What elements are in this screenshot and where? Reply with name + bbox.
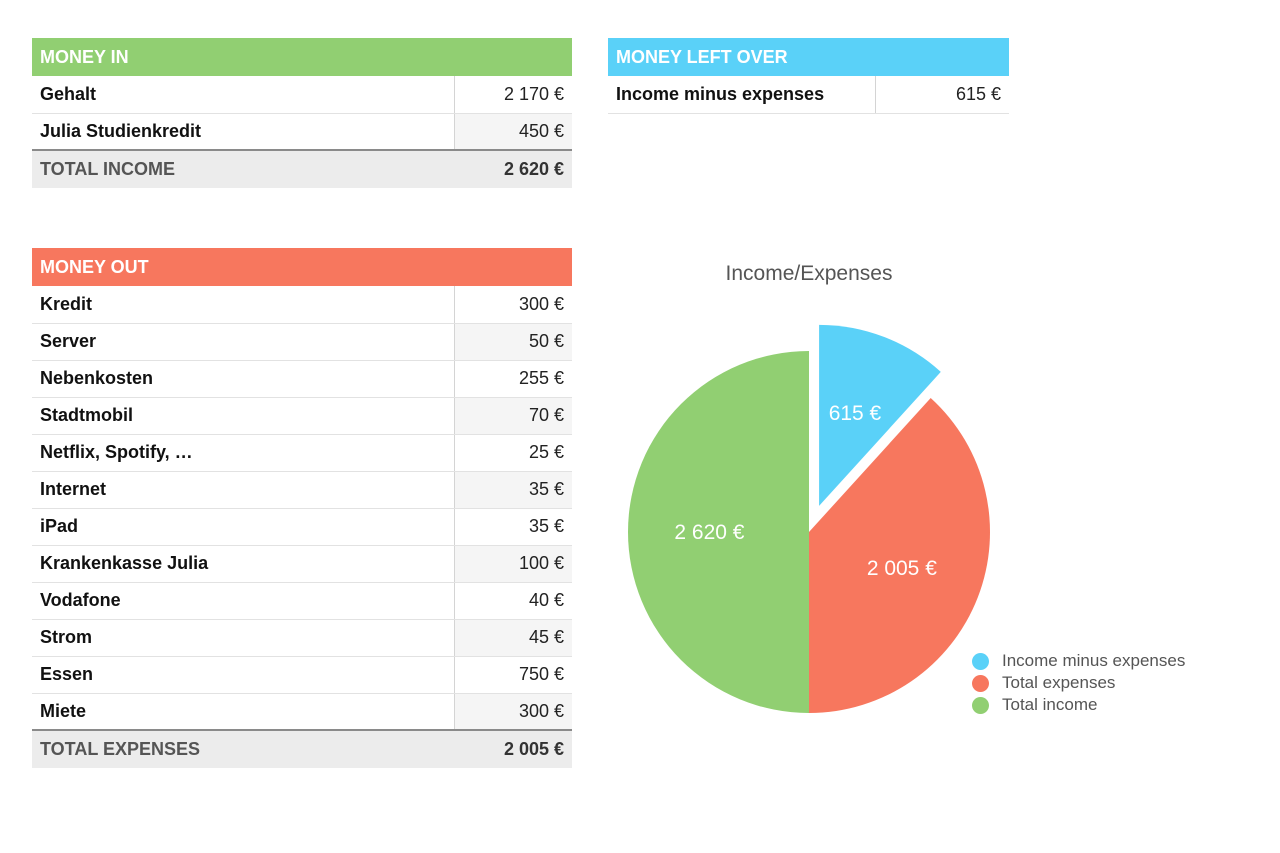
row-value[interactable]: 450 € [453, 113, 572, 151]
row-value[interactable]: 45 € [453, 619, 572, 657]
row-label[interactable]: Income minus expenses [608, 76, 875, 114]
row-label[interactable]: Kredit [32, 286, 454, 324]
table-row[interactable]: Krankenkasse Julia 100 € [32, 545, 572, 583]
money-left-over-header: MONEY LEFT OVER [608, 38, 1009, 76]
pie-slice[interactable] [628, 351, 809, 713]
row-value[interactable]: 35 € [453, 508, 572, 546]
legend-item[interactable]: Total income [972, 694, 1185, 716]
legend-item[interactable]: Total expenses [972, 672, 1185, 694]
row-label[interactable]: Vodafone [32, 582, 454, 620]
money-in-table: MONEY IN Gehalt 2 170 € Julia Studienkre… [32, 38, 572, 188]
chart-title: Income/Expenses [725, 262, 893, 285]
legend-label: Total expenses [1002, 673, 1116, 692]
table-row[interactable]: Kredit 300 € [32, 286, 572, 324]
table-row[interactable]: Julia Studienkredit 450 € [32, 113, 572, 151]
row-label[interactable]: Nebenkosten [32, 360, 454, 398]
total-income-value: 2 620 € [454, 149, 572, 188]
row-value[interactable]: 70 € [453, 397, 572, 435]
slice-data-label: 2 005 € [867, 557, 937, 580]
money-left-over-table: MONEY LEFT OVER Income minus expenses 61… [608, 38, 1009, 114]
row-value[interactable]: 25 € [453, 434, 572, 472]
row-value[interactable]: 2 170 € [453, 76, 572, 114]
table-row[interactable]: Internet 35 € [32, 471, 572, 509]
row-value[interactable]: 750 € [453, 656, 572, 694]
legend-swatch [972, 652, 989, 670]
pie-slice[interactable] [819, 324, 941, 506]
table-row[interactable]: Netflix, Spotify, … 25 € [32, 434, 572, 472]
row-value[interactable]: 40 € [453, 582, 572, 620]
row-label[interactable]: Gehalt [32, 76, 454, 114]
money-in-header: MONEY IN [32, 38, 572, 76]
row-label[interactable]: iPad [32, 508, 454, 546]
table-row[interactable]: Miete 300 € [32, 693, 572, 731]
row-label[interactable]: Stadtmobil [32, 397, 454, 435]
row-value[interactable]: 300 € [453, 693, 572, 731]
slice-data-label: 615 € [829, 402, 882, 425]
row-value[interactable]: 50 € [453, 323, 572, 361]
legend-swatch [972, 674, 989, 692]
pie-chart[interactable]: 615 € 2 005 € 2 620 € [600, 290, 1020, 730]
table-row[interactable]: Server 50 € [32, 323, 572, 361]
row-label[interactable]: Strom [32, 619, 454, 657]
table-row[interactable]: Gehalt 2 170 € [32, 76, 572, 114]
slice-data-label: 2 620 € [674, 521, 744, 544]
money-out-table: MONEY OUT Kredit 300 € Server 50 € Nebenko… [32, 248, 572, 768]
table-row[interactable]: Vodafone 40 € [32, 582, 572, 620]
legend-label: Total income [1002, 695, 1098, 714]
row-label[interactable]: Server [32, 323, 454, 361]
total-expenses-value: 2 005 € [454, 729, 572, 768]
row-value[interactable]: 35 € [453, 471, 572, 509]
row-label[interactable]: Krankenkasse Julia [32, 545, 454, 583]
row-value[interactable]: 100 € [453, 545, 572, 583]
total-row: TOTAL INCOME 2 620 € [32, 149, 572, 188]
total-row: TOTAL EXPENSES 2 005 € [32, 729, 572, 768]
money-out-header: MONEY OUT [32, 248, 572, 286]
row-value[interactable]: 615 € [874, 76, 1009, 114]
row-label[interactable]: Essen [32, 656, 454, 694]
table-row[interactable]: Strom 45 € [32, 619, 572, 657]
table-row[interactable]: Nebenkosten 255 € [32, 360, 572, 398]
row-label[interactable]: Internet [32, 471, 454, 509]
pie-slice[interactable] [809, 398, 990, 713]
table-row[interactable]: Stadtmobil 70 € [32, 397, 572, 435]
row-label[interactable]: Julia Studienkredit [32, 113, 454, 151]
total-expenses-label: TOTAL EXPENSES [32, 729, 454, 768]
row-label[interactable]: Netflix, Spotify, … [32, 434, 454, 472]
table-row[interactable]: Essen 750 € [32, 656, 572, 694]
legend-swatch [972, 696, 989, 714]
table-row[interactable]: Income minus expenses 615 € [608, 76, 1009, 114]
total-income-label: TOTAL INCOME [32, 149, 454, 188]
table-row[interactable]: iPad 35 € [32, 508, 572, 546]
row-value[interactable]: 300 € [453, 286, 572, 324]
legend-label: Income minus expenses [1002, 651, 1186, 670]
chart-legend: Income minus expenses Total expenses Tot… [972, 650, 1185, 716]
row-value[interactable]: 255 € [453, 360, 572, 398]
row-label[interactable]: Miete [32, 693, 454, 731]
legend-item[interactable]: Income minus expenses [972, 650, 1185, 672]
